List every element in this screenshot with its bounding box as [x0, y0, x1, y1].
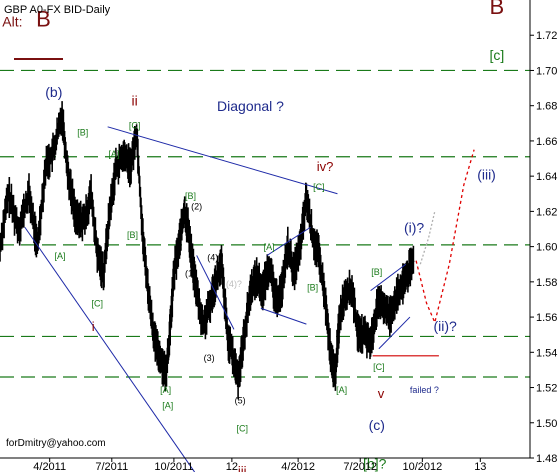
y-tick-label: 1.70 [536, 65, 557, 77]
wave-label: (i)? [404, 220, 424, 236]
price-series [0, 101, 415, 400]
wave-label: [C] [129, 121, 141, 131]
x-tick-label: 7/2012 [343, 461, 377, 472]
wave-label: Diagonal ? [217, 98, 284, 114]
wave-label: [c] [489, 47, 504, 63]
wave-label: [A] [108, 149, 119, 159]
x-tick-label: 4/2012 [281, 461, 315, 472]
y-tick-label: 1.54 [536, 347, 557, 359]
chart-title: GBP A0-FX BID-Daily [4, 4, 111, 16]
y-tick-label: 1.64 [536, 171, 557, 183]
channel-line [378, 316, 411, 350]
x-tick-label: 10/2011 [154, 461, 193, 472]
y-tick-label: 1.66 [536, 136, 557, 148]
wave-label: [B] [185, 191, 196, 201]
wave-label: [B] [307, 283, 318, 293]
x-tick-label: 7/2011 [95, 461, 128, 472]
wave-label: v [378, 386, 385, 401]
wave-label: iv? [317, 159, 334, 174]
channel-line [107, 126, 338, 195]
wave-label: [A] [336, 385, 347, 395]
horizontal-levels [0, 69, 530, 378]
wave-label: B [490, 0, 505, 19]
wave-label: [A] [264, 242, 275, 252]
wave-label: [A] [162, 401, 173, 411]
wave-label: [A] [55, 251, 66, 261]
y-tick-label: 1.72 [536, 30, 557, 42]
channel-line [196, 255, 235, 330]
wave-label: (3) [204, 353, 215, 363]
y-tick-label: 1.48 [536, 453, 557, 465]
x-tick-label: 10/2012 [402, 461, 442, 472]
wave-label: iii [238, 464, 247, 472]
wave-label: (4)? [207, 253, 223, 263]
wave-label: [C] [236, 424, 248, 434]
channel-line [24, 226, 196, 472]
wave-label: (b) [45, 84, 62, 100]
wave-label: B [36, 6, 51, 31]
wave-label: [b]? [363, 456, 387, 472]
wave-label: [B] [77, 128, 88, 138]
projection-paths [415, 149, 475, 325]
wave-label: ii [131, 93, 137, 109]
channel-line [260, 307, 307, 325]
price-line [0, 114, 415, 379]
y-tick-label: 1.62 [536, 206, 557, 218]
channel-line [370, 263, 407, 292]
wave-label: [A] [160, 385, 171, 395]
y-tick-label: 1.50 [536, 418, 557, 430]
footer-email: forDmitry@yahoo.com [6, 438, 106, 449]
wave-label: [C] [313, 182, 325, 192]
x-tick-label: 12 [226, 461, 238, 472]
wave-label: failed ? [410, 385, 439, 395]
wave-label: i [92, 319, 95, 334]
wave-labels: Alt: B B[c](b)ii Diagonal ?[B][C][A][B](2)[… [2, 0, 504, 472]
wave-label: (1) [185, 269, 196, 279]
wave-label: [C] [92, 299, 104, 309]
y-tick-label: 1.52 [536, 383, 557, 395]
wave-label: (2) [191, 202, 202, 212]
wave-label: Alt: [2, 13, 22, 29]
projection-path-grey [419, 211, 436, 265]
wave-label: (c) [369, 417, 385, 433]
wave-label: (5) [235, 395, 246, 405]
channel-lines [24, 126, 411, 472]
wave-label: (iii) [477, 167, 496, 183]
wave-label: [B] [371, 267, 382, 277]
channel-line [266, 226, 311, 256]
y-tick-label: 1.68 [536, 101, 557, 113]
x-tick-label: 13 [474, 461, 486, 472]
wave-label: [B] [127, 230, 138, 240]
y-tick-label: 1.58 [536, 277, 557, 289]
wave-label: (4)? [226, 279, 242, 289]
y-tick-label: 1.60 [536, 242, 557, 254]
projection-path-red [415, 149, 475, 325]
x-tick-label: 4/2011 [33, 461, 66, 472]
wave-label: (ii)? [433, 318, 457, 334]
wave-label: [C] [373, 362, 385, 372]
y-tick-label: 1.56 [536, 312, 557, 324]
